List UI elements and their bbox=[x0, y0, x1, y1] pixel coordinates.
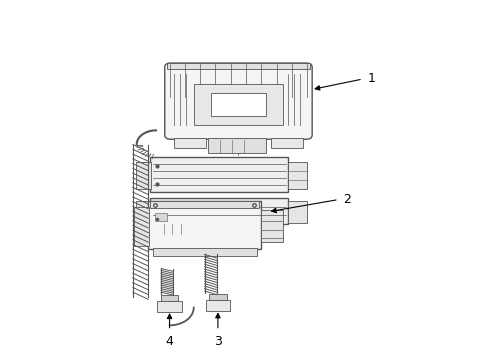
Text: 2: 2 bbox=[343, 193, 351, 206]
Text: 4: 4 bbox=[165, 335, 173, 348]
Bar bbox=[157, 301, 181, 312]
Bar bbox=[210, 93, 265, 116]
FancyBboxPatch shape bbox=[164, 63, 311, 139]
Bar bbox=[287, 162, 307, 189]
Bar bbox=[209, 294, 226, 300]
Bar bbox=[134, 207, 148, 246]
Text: 1: 1 bbox=[367, 72, 375, 85]
Bar bbox=[152, 248, 256, 256]
Bar bbox=[174, 138, 205, 148]
Text: 3: 3 bbox=[214, 335, 222, 348]
Bar bbox=[205, 300, 229, 311]
Bar bbox=[261, 210, 283, 242]
Bar bbox=[167, 63, 309, 69]
Bar bbox=[147, 201, 261, 249]
Bar bbox=[150, 201, 259, 208]
Bar bbox=[287, 201, 307, 222]
Bar bbox=[136, 162, 151, 189]
Bar bbox=[193, 84, 283, 125]
Bar bbox=[161, 295, 178, 301]
Bar bbox=[270, 138, 302, 148]
Bar bbox=[150, 198, 287, 224]
Bar bbox=[155, 213, 167, 221]
Bar bbox=[150, 157, 287, 192]
Bar bbox=[136, 201, 151, 222]
Bar bbox=[208, 138, 265, 153]
Bar bbox=[155, 224, 193, 234]
